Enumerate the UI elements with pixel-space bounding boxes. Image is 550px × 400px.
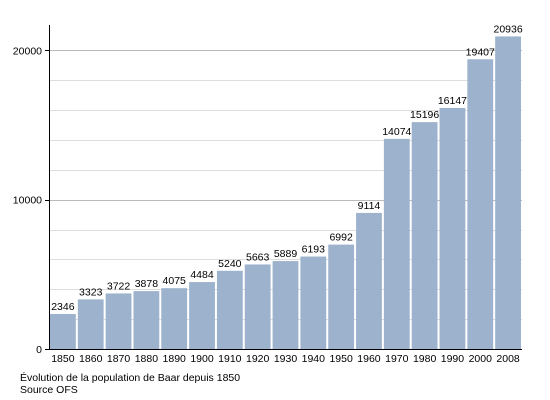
data-label-1850: 2346 bbox=[51, 301, 75, 313]
bar-1940 bbox=[300, 256, 327, 349]
bar-1930 bbox=[272, 261, 299, 349]
x-tick-label-1900: 1900 bbox=[190, 353, 214, 365]
bar-1880 bbox=[133, 291, 160, 349]
bar-1900 bbox=[189, 282, 215, 349]
bar-1920 bbox=[244, 264, 271, 349]
data-label-1990: 16147 bbox=[438, 95, 467, 107]
x-tick-label-1890: 1890 bbox=[163, 353, 187, 365]
x-tick-label-1870: 1870 bbox=[107, 353, 131, 365]
y-tick-label-0: 0 bbox=[36, 344, 42, 356]
x-tick-label-1930: 1930 bbox=[274, 353, 298, 365]
bar-1890 bbox=[161, 288, 188, 349]
y-tick-label-20000: 20000 bbox=[13, 45, 42, 57]
x-tick-label-1910: 1910 bbox=[218, 353, 242, 365]
data-label-1980: 15196 bbox=[410, 109, 439, 121]
bar-1960 bbox=[356, 212, 382, 349]
data-label-1910: 5240 bbox=[218, 258, 242, 270]
grid-lines bbox=[49, 50, 522, 320]
bar-1860 bbox=[77, 299, 104, 349]
bar-1850 bbox=[50, 313, 76, 349]
x-tick-label-1950: 1950 bbox=[329, 353, 353, 365]
bar-1980 bbox=[411, 122, 438, 350]
data-label-1950: 6992 bbox=[329, 232, 353, 244]
data-label-1940: 6193 bbox=[302, 244, 326, 256]
x-tick-label-2000: 2000 bbox=[469, 353, 493, 365]
chart-caption-source: Source OFS bbox=[20, 384, 78, 396]
data-label-1930: 5889 bbox=[274, 248, 298, 260]
y-tick-label-10000: 10000 bbox=[13, 195, 42, 207]
data-label-2008: 20936 bbox=[493, 23, 522, 35]
bar-1970 bbox=[383, 138, 410, 349]
x-tick-label-1860: 1860 bbox=[79, 353, 103, 365]
data-label-1960: 9114 bbox=[358, 200, 381, 212]
x-tick-label-1990: 1990 bbox=[441, 353, 465, 365]
x-tick-label-2008: 2008 bbox=[496, 353, 520, 365]
bar-1990 bbox=[439, 107, 466, 349]
bar-1870 bbox=[105, 293, 132, 349]
data-label-1920: 5663 bbox=[246, 251, 270, 263]
data-label-1890: 4075 bbox=[163, 275, 187, 287]
bar-2008 bbox=[495, 36, 521, 350]
data-label-1860: 3323 bbox=[79, 286, 103, 298]
x-tick-label-1960: 1960 bbox=[357, 353, 381, 365]
data-label-1870: 3722 bbox=[107, 280, 131, 292]
data-label-1880: 3878 bbox=[135, 278, 159, 290]
x-tick-label-1980: 1980 bbox=[413, 353, 437, 365]
x-tick-label-1880: 1880 bbox=[135, 353, 159, 365]
data-label-1970: 14074 bbox=[382, 126, 411, 138]
bar-1950 bbox=[328, 244, 355, 349]
bar-2000 bbox=[467, 59, 494, 349]
bars bbox=[50, 36, 521, 350]
x-tick-label-1850: 1850 bbox=[51, 353, 75, 365]
tick-labels: 1850 1860 1870 1880 1890 1900 1910 1920 1930 1940… bbox=[13, 45, 520, 365]
x-tick-label-1940: 1940 bbox=[302, 353, 326, 365]
bar-1910 bbox=[216, 270, 243, 349]
data-label-2000: 19407 bbox=[466, 46, 495, 58]
chart-caption-title: Évolution de la population de Baar depui… bbox=[20, 372, 241, 384]
x-tick-label-1920: 1920 bbox=[246, 353, 270, 365]
axes bbox=[45, 25, 522, 350]
data-label-1900: 4484 bbox=[190, 269, 214, 281]
x-tick-label-1970: 1970 bbox=[385, 353, 409, 365]
